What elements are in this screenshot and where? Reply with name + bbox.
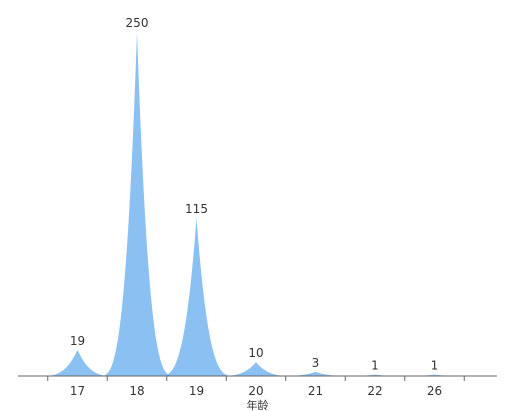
peaks-layer (39, 32, 473, 376)
data-label-20: 10 (248, 346, 263, 360)
data-label-21: 3 (312, 356, 320, 370)
data-label-26: 1 (431, 359, 439, 373)
x-axis-title: 年龄 (247, 398, 269, 411)
x-tick-label-26: 26 (427, 384, 442, 398)
peak-26 (396, 374, 473, 376)
data-label-19: 115 (185, 202, 208, 216)
peak-18 (99, 32, 175, 376)
data-label-17: 19 (70, 334, 85, 348)
x-tick-label-17: 17 (70, 384, 85, 398)
peak-21 (277, 371, 354, 376)
peak-20 (218, 362, 294, 376)
ticks-layer (47, 376, 465, 381)
peak-22 (337, 374, 413, 376)
peak-17 (39, 349, 116, 376)
data-labels-layer: 19 250 115 10 3 1 1 (70, 16, 438, 373)
x-tick-label-22: 22 (367, 384, 382, 398)
x-tick-label-19: 19 (189, 384, 204, 398)
data-label-22: 1 (371, 359, 379, 373)
x-tick-label-21: 21 (308, 384, 323, 398)
x-tick-label-18: 18 (129, 384, 144, 398)
data-label-18: 250 (126, 16, 149, 30)
peak-19 (158, 217, 235, 376)
tick-labels-layer: 17 18 19 20 21 22 26 (70, 384, 442, 398)
x-tick-label-20: 20 (248, 384, 263, 398)
